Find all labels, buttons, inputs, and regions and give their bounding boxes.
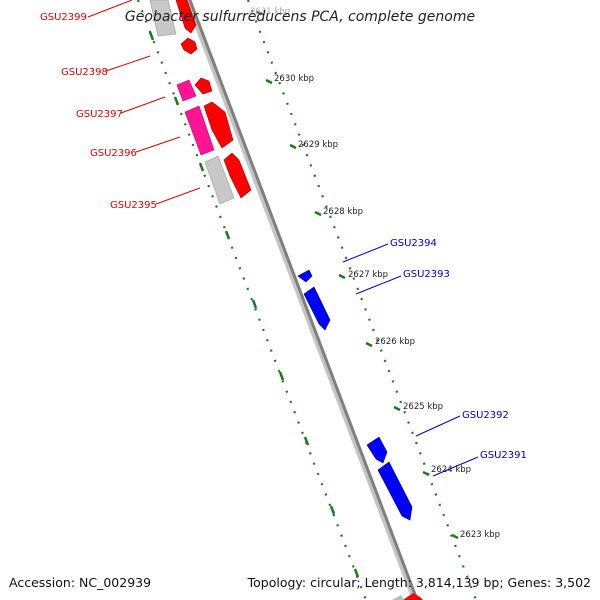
gene-arrow-gsu2399[interactable] bbox=[175, 0, 197, 34]
inner-major-ticks bbox=[255, 10, 459, 540]
gene-label-gsu2399: GSU2399 bbox=[40, 12, 87, 23]
kbp-label: 2624 kbp bbox=[431, 465, 471, 475]
inner-ruler-ticks bbox=[246, 0, 478, 600]
kbp-label: 2623 kbp bbox=[460, 530, 500, 540]
gray-features bbox=[149, 0, 235, 205]
bottom-red-feature bbox=[403, 593, 423, 600]
outer-ruler-ticks bbox=[136, 0, 368, 600]
gene-arrow-gsu2392[interactable] bbox=[366, 436, 388, 464]
reverse-labels: GSU2394 GSU2393 GSU2392 GSU2391 bbox=[342, 238, 527, 477]
gray-feature-2395 bbox=[204, 155, 235, 205]
gene-arrow-gsu2396[interactable] bbox=[203, 101, 234, 149]
magenta-feature-2396[interactable] bbox=[184, 105, 215, 156]
map-title: Geobacter sulfurreducens PCA, complete g… bbox=[124, 9, 476, 25]
reverse-strand-features bbox=[297, 269, 413, 521]
gene-arrow-gsu2397[interactable] bbox=[194, 77, 213, 95]
gene-arrow-gsu2398[interactable] bbox=[180, 37, 198, 55]
gene-arrow-gsu2395[interactable] bbox=[223, 152, 252, 199]
kbp-label: 2630 kbp bbox=[274, 74, 314, 84]
gene-arrow-gsu2394[interactable] bbox=[297, 269, 313, 283]
bottom-gray-feature bbox=[392, 595, 404, 600]
gray-feature-2399 bbox=[149, 0, 177, 37]
gene-label-gsu2395: GSU2395 bbox=[110, 200, 157, 211]
backbone bbox=[184, 0, 419, 600]
gene-arrow-gsu2393[interactable] bbox=[303, 286, 331, 331]
gene-arrow-gsu2391[interactable] bbox=[377, 461, 413, 521]
gene-label-gsu2394: GSU2394 bbox=[390, 238, 437, 249]
gene-label-gsu2391: GSU2391 bbox=[480, 450, 527, 461]
magenta-feature-2397[interactable] bbox=[176, 79, 197, 102]
forward-strand-features bbox=[175, 0, 252, 199]
gene-label-gsu2397: GSU2397 bbox=[76, 109, 123, 120]
gene-label-gsu2398: GSU2398 bbox=[61, 67, 108, 78]
kbp-label: 2628 kbp bbox=[323, 207, 363, 217]
gene-label-gsu2393: GSU2393 bbox=[403, 269, 450, 280]
kbp-label: 2631 kbp bbox=[250, 7, 290, 17]
outer-major-ticks bbox=[148, 31, 360, 578]
magenta-features bbox=[176, 79, 215, 156]
forward-labels: GSU2399 GSU2398 GSU2397 GSU2396 GSU2395 bbox=[40, 0, 201, 211]
kbp-label: 2627 kbp bbox=[348, 270, 388, 280]
kbp-label: 2625 kbp bbox=[403, 402, 443, 412]
accession-text: Accession: NC_002939 bbox=[9, 575, 152, 590]
kbp-label: 2626 kbp bbox=[375, 337, 415, 347]
gene-label-gsu2392: GSU2392 bbox=[462, 410, 509, 421]
gene-label-gsu2396: GSU2396 bbox=[90, 148, 137, 159]
kbp-label: 2629 kbp bbox=[298, 140, 338, 150]
topology-text: Topology: circular; Length: 3,814,139 bp… bbox=[247, 575, 591, 590]
